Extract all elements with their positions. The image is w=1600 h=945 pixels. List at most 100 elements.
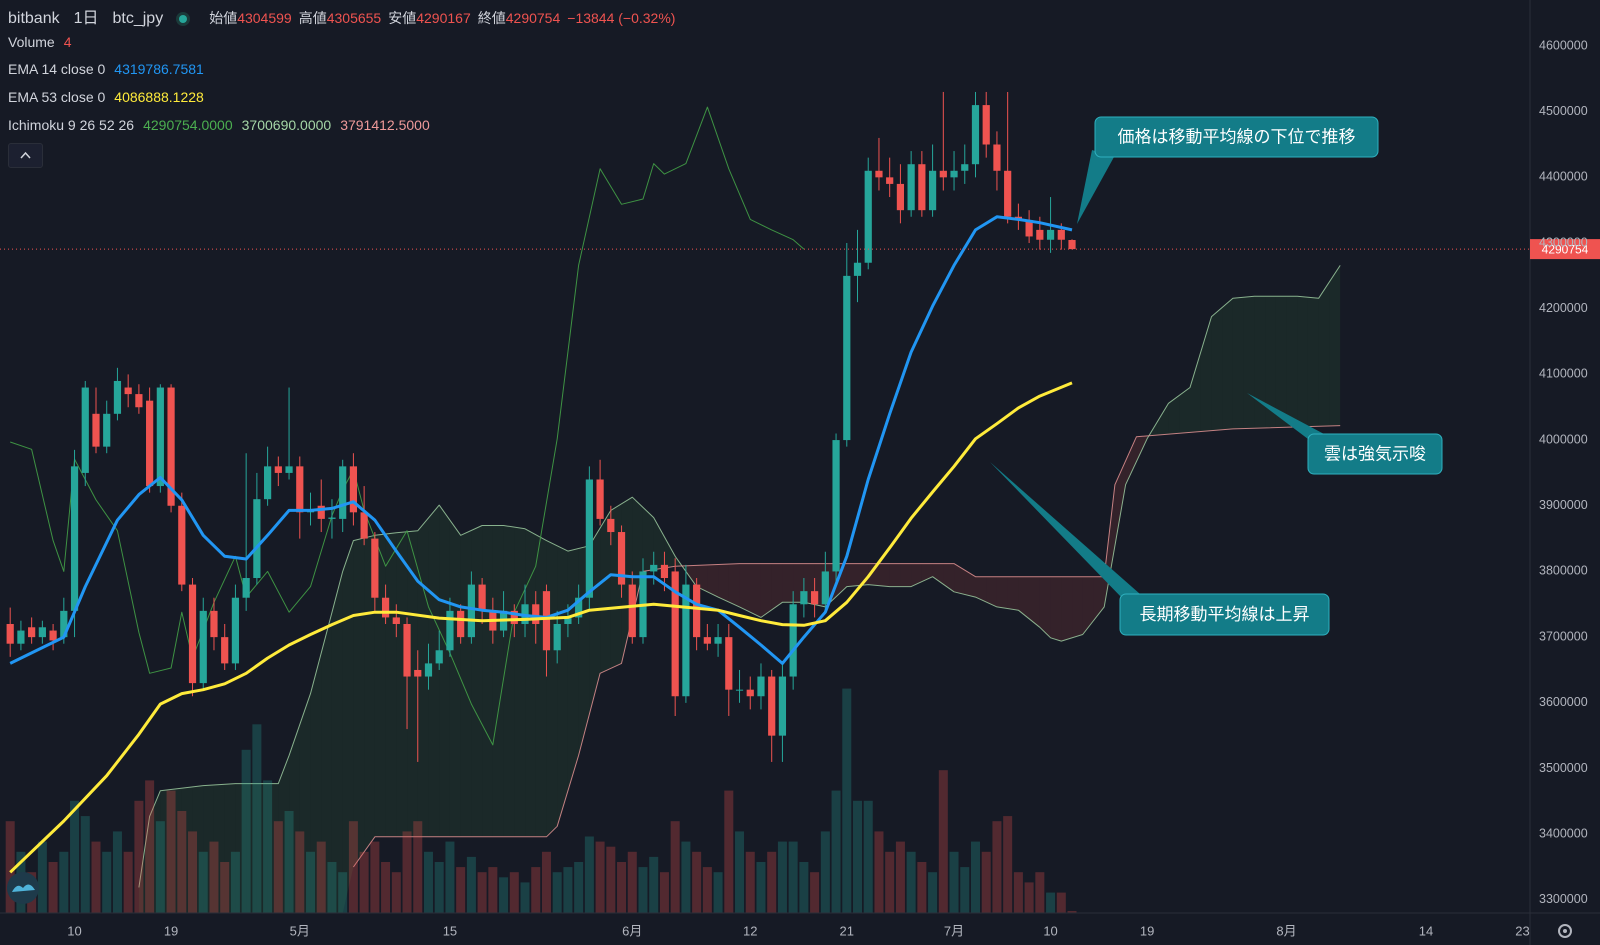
- ohlc-label: 高値: [298, 10, 327, 26]
- cloud-fill: [535, 534, 547, 837]
- candle-body: [843, 275, 851, 441]
- x-tick-label: 23: [1515, 923, 1529, 938]
- volume-bar: [230, 851, 240, 913]
- price-label-bg: [1530, 239, 1600, 260]
- cloud-fill: [1222, 298, 1233, 430]
- cloud-fill: [289, 724, 300, 913]
- cloud-fill: [921, 563, 933, 582]
- cloud-fill: [321, 612, 332, 913]
- candle-body: [1004, 170, 1012, 217]
- volume-bar: [917, 862, 927, 913]
- cloud-fill: [996, 576, 1008, 609]
- volume-bar: [713, 872, 723, 913]
- cloud-fill: [439, 505, 450, 837]
- settings-icon[interactable]: [1558, 924, 1572, 938]
- chevron-icon: [20, 151, 31, 159]
- volume-bar: [348, 821, 358, 913]
- candle-body: [703, 637, 711, 644]
- collapse-button[interactable]: [8, 143, 43, 168]
- candle-body: [789, 604, 797, 677]
- cloud-fill: [203, 784, 214, 913]
- cloud-fill: [256, 783, 268, 913]
- volume-bar: [456, 867, 466, 913]
- callout-box: [1307, 433, 1443, 475]
- candle-body: [38, 627, 46, 638]
- candle-body: [296, 466, 304, 513]
- volume-bar: [80, 816, 90, 913]
- cloud-fill: [1318, 281, 1330, 427]
- x-tick-label: 6月: [622, 923, 642, 938]
- cloud-fill: [267, 783, 279, 913]
- volume-bar: [552, 872, 562, 913]
- candle-body: [199, 610, 207, 684]
- indicator-row: Ichimoku 9 26 52 26 4290754.0000 3700690.0…: [8, 117, 439, 133]
- candle-body: [542, 591, 551, 651]
- cloud-fill: [149, 790, 161, 913]
- callout-box: [1119, 593, 1330, 636]
- candle-body: [510, 610, 518, 624]
- line: [138, 265, 1341, 888]
- candle-body: [585, 479, 593, 598]
- cloud-fill: [889, 563, 901, 587]
- candle-body: [113, 380, 122, 414]
- y-tick-label: 3900000: [1539, 498, 1588, 512]
- indicator-value: 4086888.1228: [114, 89, 204, 105]
- cloud-fill: [836, 563, 847, 597]
- ohlc-value: 4305655: [326, 10, 382, 26]
- cloud-fill: [1329, 265, 1341, 426]
- volume-bar: [338, 872, 348, 913]
- volume-bar: [112, 831, 122, 913]
- ohlc-label: 終値: [477, 10, 506, 26]
- x-tick-label: 10: [1043, 923, 1057, 938]
- volume-bar: [220, 862, 230, 913]
- cloud-fill: [385, 532, 397, 837]
- volume-bar: [692, 851, 702, 913]
- volume-bar: [273, 821, 283, 913]
- candle-body: [725, 637, 733, 690]
- candle-body: [886, 177, 894, 184]
- candle-body: [1036, 229, 1044, 240]
- candle-body: [993, 144, 1001, 171]
- volume-bar: [381, 862, 391, 913]
- volume-bar: [799, 862, 809, 913]
- volume-bar: [166, 790, 176, 913]
- volume-bar: [1056, 892, 1066, 913]
- candle-body: [17, 630, 25, 644]
- cloud-fill: [718, 564, 729, 602]
- y-tick-label: 4600000: [1539, 38, 1588, 52]
- x-tick-label: 15: [443, 923, 457, 938]
- ohlc-label: 安値: [388, 10, 417, 26]
- x-tick-label: 12: [743, 923, 757, 938]
- indicator-value: 3700690.0000: [241, 117, 332, 133]
- candle-body: [746, 689, 754, 697]
- volume-bar: [767, 851, 777, 913]
- ohlc-value: 4290754: [505, 10, 561, 26]
- volume-bar: [209, 841, 219, 913]
- volume-bar: [488, 867, 498, 913]
- interval: 1日: [73, 10, 99, 27]
- volume-bar: [263, 780, 273, 913]
- volume-bar: [906, 851, 916, 913]
- volume-bar: [520, 882, 530, 913]
- y-tick-label: 4400000: [1539, 170, 1588, 184]
- volume-bar: [1013, 872, 1023, 913]
- candle-body: [575, 597, 583, 618]
- logo[interactable]: [7, 872, 39, 904]
- cloud-fill: [557, 545, 568, 827]
- volume-bar: [359, 851, 369, 913]
- volume-bar: [241, 749, 251, 913]
- cloud-fill: [964, 570, 976, 598]
- cloud-fill: [449, 520, 461, 837]
- candle-body: [253, 499, 261, 579]
- indicator-row: EMA 53 close 0 4086888.1228: [8, 89, 213, 105]
- volume-bar: [584, 836, 594, 913]
- callout-box: [1094, 116, 1379, 158]
- volume-bar: [466, 856, 476, 913]
- candle-body: [328, 517, 336, 519]
- volume-bar: [574, 862, 584, 913]
- cloud-fill: [1061, 576, 1073, 642]
- volume-bar: [1035, 872, 1045, 913]
- candle-body: [274, 466, 282, 473]
- candle-body: [693, 584, 701, 638]
- callout-pointer: [990, 462, 1140, 600]
